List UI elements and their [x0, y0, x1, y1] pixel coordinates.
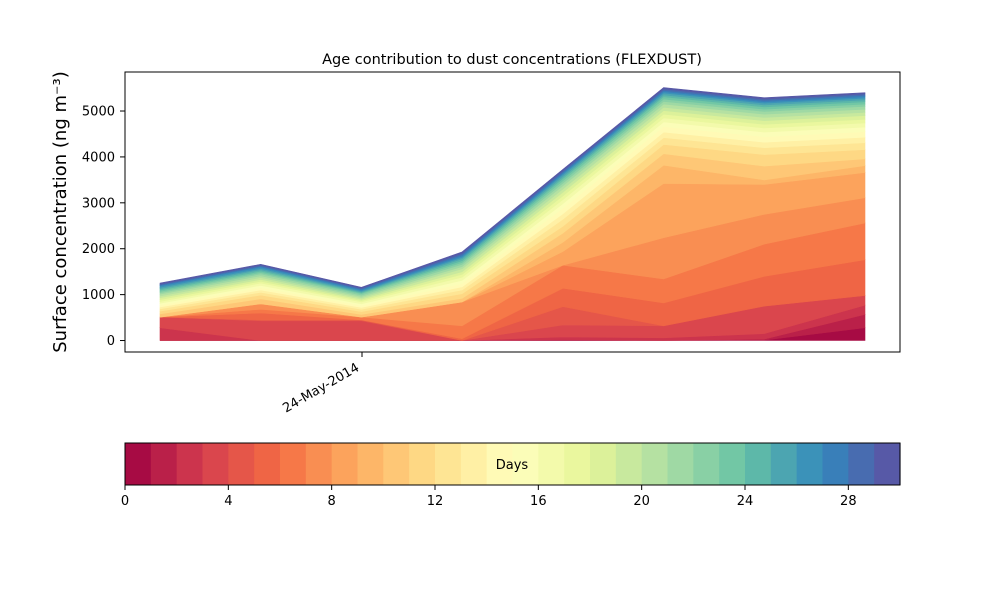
colorbar-segment [150, 443, 178, 485]
colorbar-frame [124, 442, 901, 486]
y-tick-label: 2000 [82, 242, 115, 257]
colorbar [125, 443, 901, 485]
colorbar-segment [745, 443, 772, 485]
colorbar-segment [125, 443, 152, 485]
colorbar-segment [486, 443, 514, 485]
colorbar-segment [435, 443, 462, 485]
y-axis-label: Surface concentration (ng m⁻³) [50, 71, 71, 353]
y-tick-label: 1000 [82, 288, 115, 303]
colorbar-tick-label: 8 [328, 494, 336, 509]
colorbar-segment [667, 443, 694, 485]
area-band-day-29 [159, 87, 866, 289]
colorbar-segment [590, 443, 617, 485]
colorbar-tick-label: 28 [840, 494, 857, 509]
colorbar-label: Days [496, 458, 529, 473]
y-tick-label: 3000 [82, 196, 115, 211]
colorbar-segment [641, 443, 669, 485]
colorbar-segment [538, 443, 565, 485]
colorbar-tick-label: 24 [737, 494, 754, 509]
colorbar-tick-label: 16 [530, 494, 547, 509]
colorbar-tick-label: 12 [427, 494, 444, 509]
colorbar-tick-label: 20 [633, 494, 650, 509]
colorbar-segment [357, 443, 384, 485]
colorbar-segment [848, 443, 875, 485]
y-tick-label: 0 [107, 334, 115, 349]
colorbar-segment [512, 443, 539, 485]
colorbar-segment [460, 443, 488, 485]
colorbar-segment [228, 443, 255, 485]
colorbar-ticks: 0 4 8 12 16 20 24 28 [121, 485, 857, 509]
x-tick-label: 24-May-2014 [280, 360, 362, 416]
colorbar-tick-label: 4 [224, 494, 232, 509]
colorbar-tick-label: 0 [121, 494, 129, 509]
colorbar-segment [305, 443, 333, 485]
colorbar-segment [796, 443, 824, 485]
colorbar-segment [409, 443, 436, 485]
colorbar-segment [176, 443, 204, 485]
colorbar-segment [615, 443, 643, 485]
colorbar-segment [202, 443, 229, 485]
colorbar-segment [383, 443, 410, 485]
colorbar-segment [822, 443, 849, 485]
colorbar-segment [280, 443, 307, 485]
y-axis: 0 1000 2000 3000 4000 5000 [82, 105, 125, 349]
colorbar-segment [254, 443, 281, 485]
chart-title: Age contribution to dust concentrations … [322, 52, 702, 68]
colorbar-segment [693, 443, 720, 485]
plot-frame [124, 71, 901, 353]
x-axis: 24-May-2014 [280, 352, 363, 416]
y-tick-label: 4000 [82, 150, 115, 165]
colorbar-segment [719, 443, 746, 485]
colorbar-segment [770, 443, 798, 485]
colorbar-segment [874, 443, 901, 485]
colorbar-segment [564, 443, 591, 485]
stacked-areas [159, 87, 866, 341]
y-tick-label: 5000 [82, 105, 115, 120]
colorbar-segment [331, 443, 359, 485]
